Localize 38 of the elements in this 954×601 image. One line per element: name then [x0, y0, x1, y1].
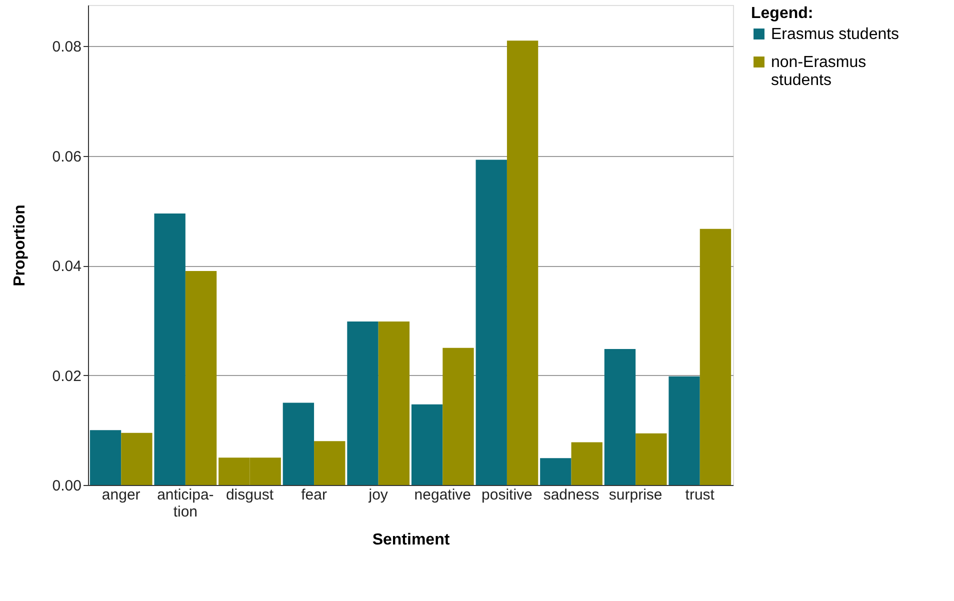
x-tick-label: negative: [414, 486, 472, 504]
x-tick-label: anticipa- tion: [157, 486, 214, 520]
y-tick-label: 0.06: [52, 148, 82, 166]
bar: [506, 40, 538, 485]
bar: [121, 432, 152, 485]
y-tick-label: 0.02: [52, 368, 82, 385]
legend-label: Erasmus students: [771, 26, 900, 43]
y-tick-label: 0.04: [52, 258, 82, 276]
x-axis-title: Sentiment: [372, 532, 450, 548]
bar: [540, 458, 572, 485]
bar: [314, 441, 346, 485]
y-tick-label: 0.08: [52, 38, 82, 56]
bar: [636, 433, 667, 485]
bar: [282, 402, 314, 485]
x-tick-label: fear: [301, 486, 327, 504]
bar: [476, 160, 507, 485]
bar: [571, 442, 602, 485]
x-tick-label: anger: [102, 486, 140, 504]
bar: [604, 348, 636, 485]
x-tick-label: joy: [368, 486, 388, 504]
y-tick-label: 0.00: [52, 478, 82, 494]
bar: [668, 376, 700, 485]
bar: [154, 213, 186, 485]
x-tick-label: sadness: [543, 486, 600, 504]
x-tick-label: disgust: [226, 486, 274, 504]
x-tick-label: surprise: [608, 486, 662, 504]
bar: [700, 228, 732, 485]
bar: [347, 322, 378, 485]
x-tick-label: trust: [685, 486, 716, 504]
bar: [185, 271, 217, 485]
bar: [411, 404, 443, 485]
bar: [442, 348, 474, 485]
y-axis-title: Proportion: [11, 204, 28, 286]
legend-title: Legend:: [751, 5, 814, 22]
bar: [378, 322, 410, 485]
legend-label: non-Erasmus students: [771, 54, 866, 89]
bar: [90, 430, 122, 485]
x-tick-label: positive: [482, 486, 532, 504]
